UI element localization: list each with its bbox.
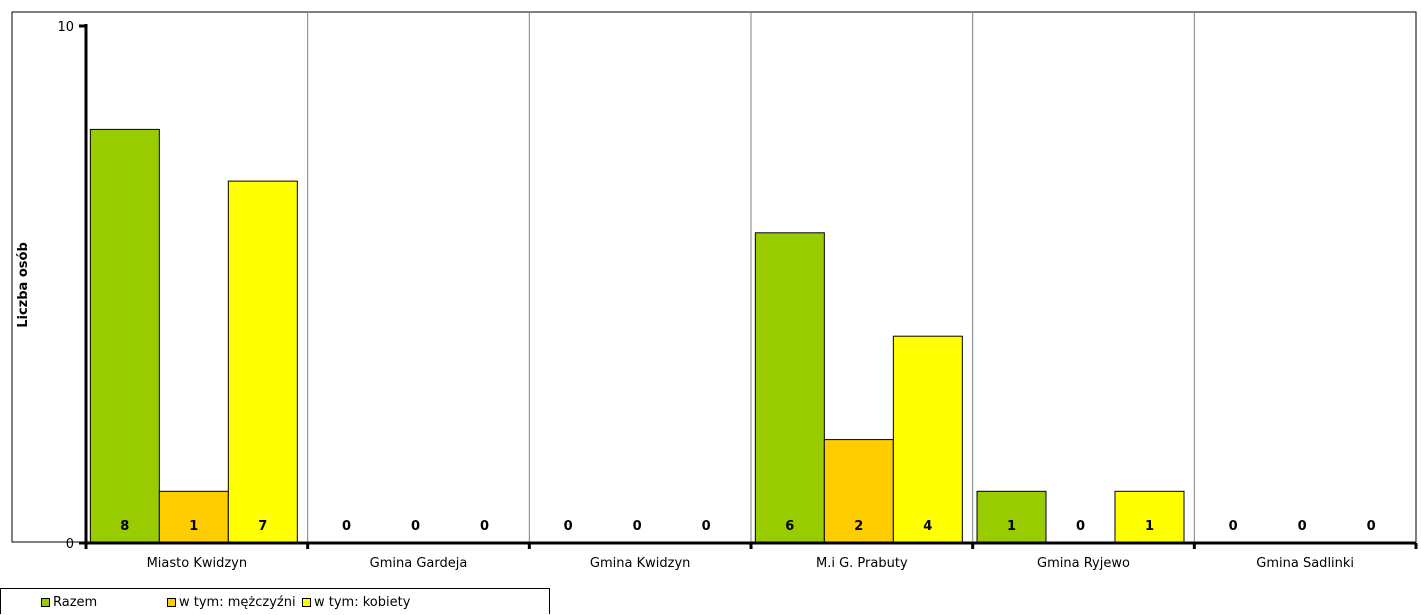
x-tick-label: Gmina Sadlinki [1256, 556, 1354, 571]
bar-value-label: 2 [854, 519, 863, 534]
x-tick-label: Gmina Kwidzyn [590, 556, 690, 571]
legend-swatch [41, 597, 50, 607]
legend-swatch [167, 597, 176, 607]
legend-label: Razem [53, 594, 98, 610]
bar-value-label: 0 [342, 519, 351, 534]
y-axis-label: Liczba osób [16, 242, 31, 328]
bar [976, 490, 1047, 544]
bar-value-label: 1 [1007, 519, 1016, 534]
bar [89, 128, 160, 544]
bar-value-label: 1 [1145, 519, 1154, 534]
y-tick-label: 0 [66, 537, 74, 552]
legend-item: w tym: kobiety [302, 594, 411, 610]
bar-value-label: 8 [120, 519, 129, 534]
bar-value-label: 7 [258, 519, 267, 534]
legend-item: Razem [41, 594, 98, 610]
x-tick-label: Gmina Ryjewo [1037, 556, 1130, 571]
legend-item: w tym: mężczyźni [167, 594, 296, 610]
bar-value-label: 0 [411, 519, 420, 534]
x-tick-label: M.i G. Prabuty [816, 556, 908, 571]
legend: Razem w tym: mężczyźni w tym: kobiety [0, 588, 550, 614]
plot-frame [11, 11, 1417, 543]
bar-value-label: 0 [702, 519, 711, 534]
bar-value-label: 0 [1298, 519, 1307, 534]
bar-value-label: 0 [480, 519, 489, 534]
bar-value-label: 0 [564, 519, 573, 534]
bar-value-label: 0 [1229, 519, 1238, 534]
bar-value-label: 0 [1076, 519, 1085, 534]
bar-value-label: 0 [1367, 519, 1376, 534]
y-tick-label: 10 [57, 20, 74, 35]
legend-swatch [302, 597, 311, 607]
bar [1114, 490, 1185, 544]
bar [892, 335, 963, 544]
bar-value-label: 4 [923, 519, 932, 534]
bar-value-label: 6 [785, 519, 794, 534]
bar [754, 232, 825, 544]
x-tick-label: Miasto Kwidzyn [147, 556, 248, 571]
bar [823, 439, 894, 544]
bar [227, 180, 298, 544]
bar-value-label: 1 [189, 519, 198, 534]
bar-value-label: 0 [633, 519, 642, 534]
legend-label: w tym: kobiety [314, 594, 411, 610]
x-tick-label: Gmina Gardeja [370, 556, 468, 571]
legend-label: w tym: mężczyźni [179, 594, 296, 610]
bar [158, 490, 229, 544]
